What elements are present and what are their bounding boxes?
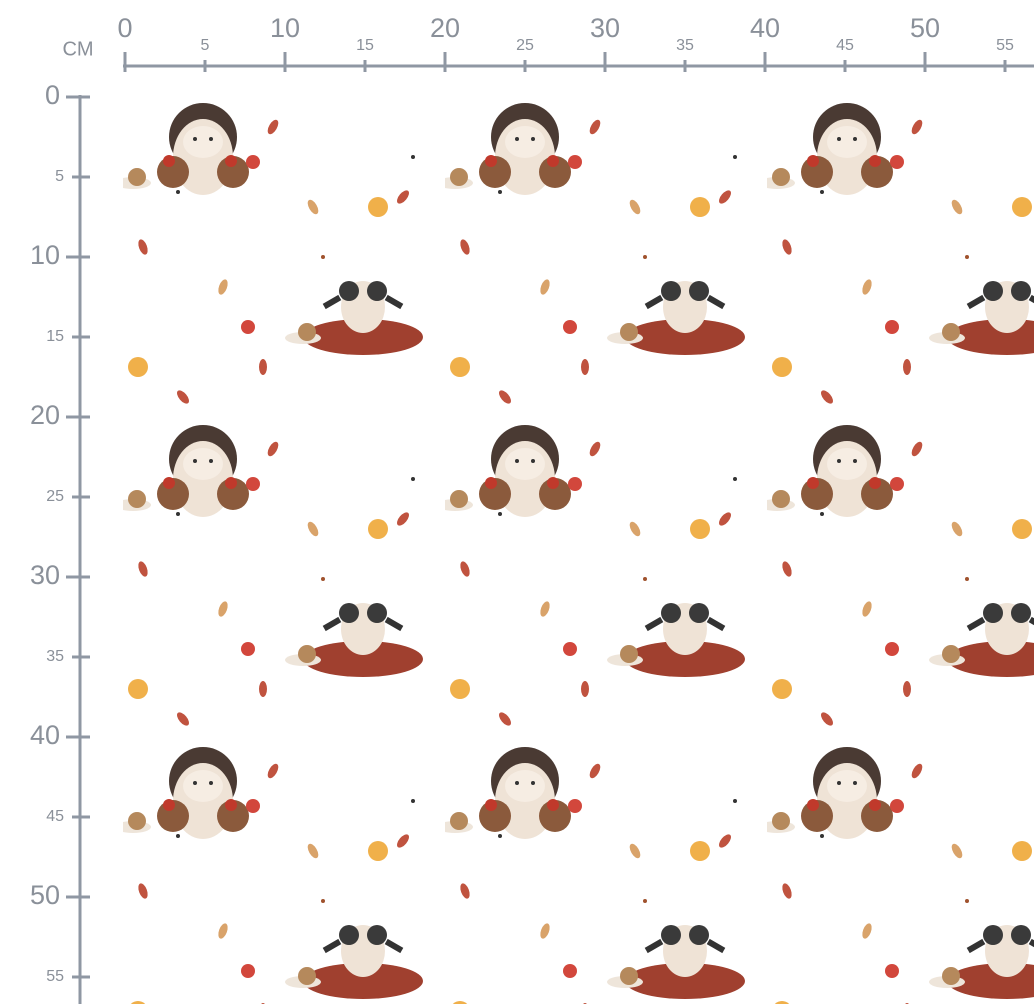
y-tick-label: 15 [46, 328, 64, 345]
x-tick-label: 0 [117, 13, 132, 43]
x-tick-label: 25 [516, 37, 534, 54]
y-tick-label: 5 [55, 168, 64, 185]
x-tick-label: 35 [676, 37, 694, 54]
x-tick-label: 40 [750, 13, 780, 43]
y-tick-label: 45 [46, 808, 64, 825]
x-tick-label: 10 [270, 13, 300, 43]
y-tick-label: 50 [30, 880, 60, 910]
x-tick-label: 45 [836, 37, 854, 54]
x-tick-label: 15 [356, 37, 374, 54]
x-tick-label: 5 [201, 37, 210, 54]
fabric-pattern [123, 97, 1034, 1004]
unit-label: CM [62, 38, 93, 60]
y-tick-label: 20 [30, 400, 60, 430]
y-tick-label: 0 [45, 80, 60, 110]
ruler-ticks: 0 5 10 15 20 25 30 35 40 45 50 55 0 5 10 15 20 25 30 35 40 45… [30, 13, 1014, 985]
x-tick-label: 20 [430, 13, 460, 43]
y-tick-label: 10 [30, 240, 60, 270]
x-tick-label: 50 [910, 13, 940, 43]
y-tick-label: 55 [46, 968, 64, 985]
y-tick-label: 25 [46, 488, 64, 505]
y-tick-label: 40 [30, 720, 60, 750]
y-tick-label: 30 [30, 560, 60, 590]
x-tick-label: 30 [590, 13, 620, 43]
x-tick-label: 55 [996, 37, 1014, 54]
y-tick-label: 35 [46, 648, 64, 665]
